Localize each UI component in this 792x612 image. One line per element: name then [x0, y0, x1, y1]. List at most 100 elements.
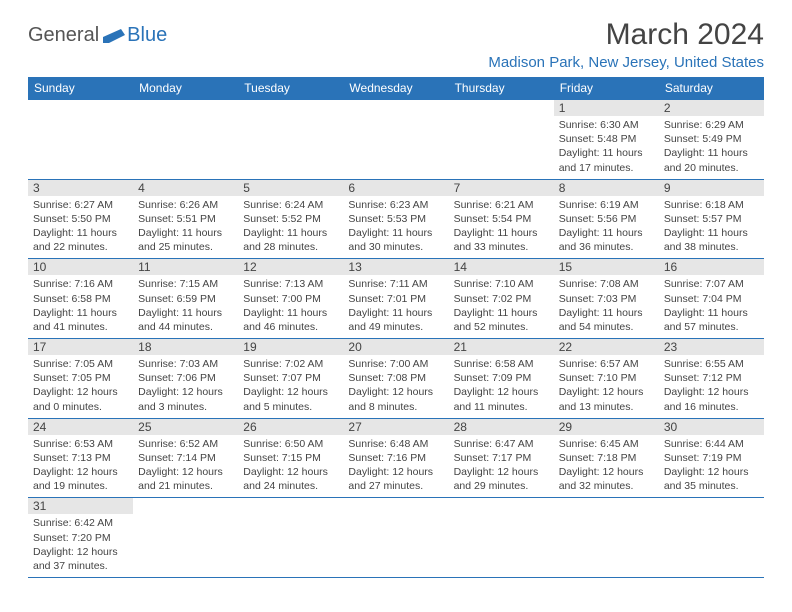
day-number: 10 — [28, 259, 133, 275]
day-number: 12 — [238, 259, 343, 275]
calendar-cell: 16Sunrise: 7:07 AMSunset: 7:04 PMDayligh… — [659, 259, 764, 339]
calendar-cell: 13Sunrise: 7:11 AMSunset: 7:01 PMDayligh… — [343, 259, 448, 339]
calendar-cell: 14Sunrise: 7:10 AMSunset: 7:02 PMDayligh… — [449, 259, 554, 339]
day-number: 7 — [449, 180, 554, 196]
day-number: 15 — [554, 259, 659, 275]
day-number: 11 — [133, 259, 238, 275]
calendar-cell: 19Sunrise: 7:02 AMSunset: 7:07 PMDayligh… — [238, 339, 343, 419]
day-number: 25 — [133, 419, 238, 435]
calendar-cell: 3Sunrise: 6:27 AMSunset: 5:50 PMDaylight… — [28, 179, 133, 259]
calendar-cell — [659, 498, 764, 578]
calendar-cell: 18Sunrise: 7:03 AMSunset: 7:06 PMDayligh… — [133, 339, 238, 419]
day-info: Sunrise: 6:19 AMSunset: 5:56 PMDaylight:… — [554, 196, 659, 259]
calendar-cell — [133, 498, 238, 578]
dayname-sun: Sunday — [28, 77, 133, 100]
logo-flag-icon — [103, 29, 125, 43]
calendar-cell: 31Sunrise: 6:42 AMSunset: 7:20 PMDayligh… — [28, 498, 133, 578]
day-info: Sunrise: 7:08 AMSunset: 7:03 PMDaylight:… — [554, 275, 659, 338]
calendar-cell: 21Sunrise: 6:58 AMSunset: 7:09 PMDayligh… — [449, 339, 554, 419]
day-info: Sunrise: 6:42 AMSunset: 7:20 PMDaylight:… — [28, 514, 133, 577]
dayname-mon: Monday — [133, 77, 238, 100]
calendar-cell — [133, 100, 238, 180]
day-info: Sunrise: 6:55 AMSunset: 7:12 PMDaylight:… — [659, 355, 764, 418]
day-info: Sunrise: 6:48 AMSunset: 7:16 PMDaylight:… — [343, 435, 448, 498]
header: General Blue March 2024 Madison Park, Ne… — [28, 18, 764, 71]
day-info: Sunrise: 6:29 AMSunset: 5:49 PMDaylight:… — [659, 116, 764, 179]
dayname-tue: Tuesday — [238, 77, 343, 100]
calendar-cell: 10Sunrise: 7:16 AMSunset: 6:58 PMDayligh… — [28, 259, 133, 339]
dayname-sat: Saturday — [659, 77, 764, 100]
calendar-cell — [28, 100, 133, 180]
day-info: Sunrise: 6:27 AMSunset: 5:50 PMDaylight:… — [28, 196, 133, 259]
calendar-row: 1Sunrise: 6:30 AMSunset: 5:48 PMDaylight… — [28, 100, 764, 180]
day-info: Sunrise: 6:44 AMSunset: 7:19 PMDaylight:… — [659, 435, 764, 498]
calendar-cell — [343, 498, 448, 578]
calendar-cell — [238, 498, 343, 578]
day-info: Sunrise: 7:00 AMSunset: 7:08 PMDaylight:… — [343, 355, 448, 418]
calendar-cell: 26Sunrise: 6:50 AMSunset: 7:15 PMDayligh… — [238, 418, 343, 498]
day-info: Sunrise: 6:47 AMSunset: 7:17 PMDaylight:… — [449, 435, 554, 498]
calendar-cell: 23Sunrise: 6:55 AMSunset: 7:12 PMDayligh… — [659, 339, 764, 419]
calendar-cell: 1Sunrise: 6:30 AMSunset: 5:48 PMDaylight… — [554, 100, 659, 180]
day-number: 1 — [554, 100, 659, 116]
day-number: 16 — [659, 259, 764, 275]
calendar-cell: 29Sunrise: 6:45 AMSunset: 7:18 PMDayligh… — [554, 418, 659, 498]
calendar-cell: 2Sunrise: 6:29 AMSunset: 5:49 PMDaylight… — [659, 100, 764, 180]
day-number: 18 — [133, 339, 238, 355]
day-number: 27 — [343, 419, 448, 435]
day-number: 30 — [659, 419, 764, 435]
day-number: 5 — [238, 180, 343, 196]
day-info: Sunrise: 6:57 AMSunset: 7:10 PMDaylight:… — [554, 355, 659, 418]
day-info: Sunrise: 6:24 AMSunset: 5:52 PMDaylight:… — [238, 196, 343, 259]
day-number: 17 — [28, 339, 133, 355]
calendar-cell — [238, 100, 343, 180]
calendar-cell: 20Sunrise: 7:00 AMSunset: 7:08 PMDayligh… — [343, 339, 448, 419]
day-number: 29 — [554, 419, 659, 435]
day-info: Sunrise: 6:45 AMSunset: 7:18 PMDaylight:… — [554, 435, 659, 498]
day-info: Sunrise: 7:11 AMSunset: 7:01 PMDaylight:… — [343, 275, 448, 338]
dayname-row: Sunday Monday Tuesday Wednesday Thursday… — [28, 77, 764, 100]
day-number: 9 — [659, 180, 764, 196]
day-number: 6 — [343, 180, 448, 196]
day-info: Sunrise: 7:07 AMSunset: 7:04 PMDaylight:… — [659, 275, 764, 338]
calendar-cell: 9Sunrise: 6:18 AMSunset: 5:57 PMDaylight… — [659, 179, 764, 259]
logo-text-general: General — [28, 24, 99, 47]
day-info: Sunrise: 7:15 AMSunset: 6:59 PMDaylight:… — [133, 275, 238, 338]
calendar-cell — [554, 498, 659, 578]
day-number: 20 — [343, 339, 448, 355]
calendar-cell — [449, 498, 554, 578]
day-info: Sunrise: 6:18 AMSunset: 5:57 PMDaylight:… — [659, 196, 764, 259]
day-number: 2 — [659, 100, 764, 116]
calendar-cell: 7Sunrise: 6:21 AMSunset: 5:54 PMDaylight… — [449, 179, 554, 259]
page-title: March 2024 — [488, 18, 764, 52]
calendar-body: 1Sunrise: 6:30 AMSunset: 5:48 PMDaylight… — [28, 100, 764, 578]
dayname-fri: Friday — [554, 77, 659, 100]
day-number: 21 — [449, 339, 554, 355]
day-info: Sunrise: 7:13 AMSunset: 7:00 PMDaylight:… — [238, 275, 343, 338]
calendar-cell: 12Sunrise: 7:13 AMSunset: 7:00 PMDayligh… — [238, 259, 343, 339]
dayname-thu: Thursday — [449, 77, 554, 100]
day-number: 8 — [554, 180, 659, 196]
logo-text-blue: Blue — [127, 24, 167, 47]
day-number: 3 — [28, 180, 133, 196]
calendar-cell: 11Sunrise: 7:15 AMSunset: 6:59 PMDayligh… — [133, 259, 238, 339]
day-info: Sunrise: 6:23 AMSunset: 5:53 PMDaylight:… — [343, 196, 448, 259]
calendar-cell: 27Sunrise: 6:48 AMSunset: 7:16 PMDayligh… — [343, 418, 448, 498]
calendar-cell: 4Sunrise: 6:26 AMSunset: 5:51 PMDaylight… — [133, 179, 238, 259]
calendar-row: 3Sunrise: 6:27 AMSunset: 5:50 PMDaylight… — [28, 179, 764, 259]
calendar-cell: 24Sunrise: 6:53 AMSunset: 7:13 PMDayligh… — [28, 418, 133, 498]
calendar-cell — [449, 100, 554, 180]
day-info: Sunrise: 7:16 AMSunset: 6:58 PMDaylight:… — [28, 275, 133, 338]
calendar-row: 24Sunrise: 6:53 AMSunset: 7:13 PMDayligh… — [28, 418, 764, 498]
day-info: Sunrise: 7:05 AMSunset: 7:05 PMDaylight:… — [28, 355, 133, 418]
day-number: 13 — [343, 259, 448, 275]
calendar-cell: 17Sunrise: 7:05 AMSunset: 7:05 PMDayligh… — [28, 339, 133, 419]
location-text: Madison Park, New Jersey, United States — [488, 54, 764, 71]
day-info: Sunrise: 7:10 AMSunset: 7:02 PMDaylight:… — [449, 275, 554, 338]
day-number: 31 — [28, 498, 133, 514]
title-block: March 2024 Madison Park, New Jersey, Uni… — [488, 18, 764, 71]
calendar-cell: 5Sunrise: 6:24 AMSunset: 5:52 PMDaylight… — [238, 179, 343, 259]
calendar-table: Sunday Monday Tuesday Wednesday Thursday… — [28, 77, 764, 578]
calendar-cell: 25Sunrise: 6:52 AMSunset: 7:14 PMDayligh… — [133, 418, 238, 498]
calendar-row: 17Sunrise: 7:05 AMSunset: 7:05 PMDayligh… — [28, 339, 764, 419]
